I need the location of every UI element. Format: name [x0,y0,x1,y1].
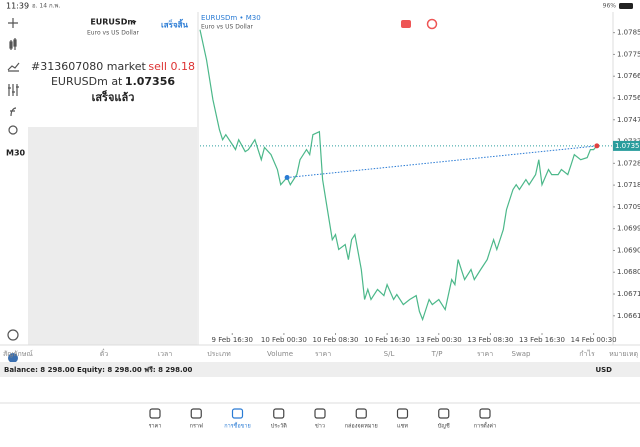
y-tick-label: 1.06615 [617,312,640,320]
tab-bar: ราคา กราฟ การซื้อขาย ประวัติ ข่าว กล่องจดหมาย… [149,408,496,430]
tab-label[interactable]: การตั้งค่า [474,422,496,430]
symbol-chevron[interactable] [131,20,137,24]
settings-tool[interactable] [8,84,19,96]
column-header[interactable]: Swap [512,350,531,358]
column-header[interactable]: S/L [384,350,395,358]
y-tick-label: 1.06900 [617,246,640,254]
fill-symbol: EURUSDm at [51,75,123,88]
order-status: เสร็จแล้ว [92,90,135,104]
chart: EURUSDm • M30 Euro vs US Dollar 1.07850 1… [197,12,640,345]
trade-link [287,145,597,179]
x-tick-label: 10 Feb 00:30 [261,336,307,344]
indicators-tool[interactable] [7,62,20,72]
price-line [199,29,598,322]
tab-label[interactable]: กล่องจดหมาย [345,424,378,430]
column-header[interactable]: ราคา [315,350,331,358]
chart-subtitle: Euro vs US Dollar [201,24,254,31]
column-header[interactable]: หมายเหตุ [609,350,638,358]
status-bar [0,0,640,12]
column-header[interactable]: กำไร [579,349,595,358]
tab-label[interactable]: ราคา [149,424,162,430]
y-tick-label: 1.06805 [617,268,640,276]
crosshair-tool[interactable] [8,18,18,28]
column-header[interactable]: Volume [267,350,293,358]
order-panel [28,12,197,127]
tab-label[interactable]: กราฟ [190,423,203,430]
account-summary: Balance: 8 298.00 Equity: 8 298.00 ฟรี: … [4,366,193,374]
order-symbol[interactable]: EURUSDm [90,18,135,27]
broker-icon[interactable] [8,353,18,363]
function-tool[interactable] [10,107,17,117]
tab-label[interactable]: การซื้อขาย [224,422,250,430]
tab-icon[interactable] [273,408,285,419]
x-tick-label: 10 Feb 08:30 [313,336,359,344]
tab-label[interactable]: บัญชี [438,423,450,430]
status-date: อ. 14 ก.พ. [32,3,60,10]
battery-icon [619,3,633,9]
tab-icon[interactable] [396,408,409,419]
zoom-tool[interactable] [7,329,19,341]
tab-label[interactable]: แชท [397,423,408,430]
order-description: Euro vs US Dollar [87,30,140,37]
x-tick-label: 13 Feb 08:30 [467,336,513,344]
fill-line: EURUSDm at 1.07356 [51,75,175,88]
chart-type-tool[interactable] [9,38,17,50]
timeframe[interactable]: M30 [6,149,26,158]
column-header[interactable]: ราคา [477,350,493,358]
y-tick-label: 1.07660 [617,72,640,80]
trade-entry [284,175,290,181]
chart-title: EURUSDm • M30 [201,14,261,22]
trade-exit [594,143,600,149]
tab-icon[interactable] [231,408,244,419]
column-header[interactable]: เวลา [158,350,173,358]
fill-price: 1.07356 [125,75,175,88]
y-tick-label: 1.07470 [617,116,640,124]
column-header[interactable]: T/P [431,350,443,358]
panel-empty-area [28,127,197,345]
tab-icon[interactable] [149,408,161,419]
column-header[interactable]: ประเภท [207,350,231,358]
y-tick-label: 1.07280 [617,159,640,167]
left-toolbar: M30 [6,18,26,363]
status-time: 11:39 [6,2,29,11]
tab-icon[interactable] [438,408,450,419]
column-header[interactable]: ตั๋ว [100,349,109,358]
current-price-label: 1.07356 [615,142,640,150]
y-tick-label: 1.06710 [617,290,640,298]
status-battery: 96% [603,3,617,10]
account-row [0,362,640,377]
account-currency: USD [595,366,612,374]
x-tick-label: 13 Feb 16:30 [519,336,565,344]
y-tick-label: 1.07755 [617,50,640,58]
y-tick-label: 1.07185 [617,181,640,189]
tab-icon[interactable] [355,408,367,419]
tab-icon[interactable] [314,408,326,419]
current-price-box [613,140,640,151]
tab-icon[interactable] [190,408,202,419]
y-tick-label: 1.07090 [617,203,640,211]
x-tick-label: 14 Feb 00:30 [571,336,617,344]
x-tick-label: 13 Feb 00:30 [416,336,462,344]
tab-icon[interactable] [479,408,491,419]
y-tick-label: 1.07850 [617,29,640,37]
sell-button[interactable] [401,20,411,28]
one-click-button[interactable] [426,18,438,30]
order-side-volume: sell 0.18 [148,60,195,73]
x-tick-label: 9 Feb 16:30 [212,336,253,344]
positions-table-header: สัญลักษณ์ ตั๋ว เวลา ประเภท Volume ราคา S/L T/P ร… [3,349,638,358]
order-line: #313607080 market sell 0.18 [31,60,195,73]
order-ticket: #313607080 market [31,60,146,73]
x-tick-label: 10 Feb 16:30 [364,336,410,344]
tab-label[interactable]: ข่าว [315,424,325,430]
y-tick-label: 1.07565 [617,94,640,102]
tab-label[interactable]: ประวัติ [271,423,287,430]
column-header[interactable]: สัญลักษณ์ [3,350,33,358]
y-tick-label: 1.06995 [617,225,640,233]
objects-tool[interactable] [8,125,18,135]
done-button[interactable]: เสร็จสิ้น [161,19,188,30]
